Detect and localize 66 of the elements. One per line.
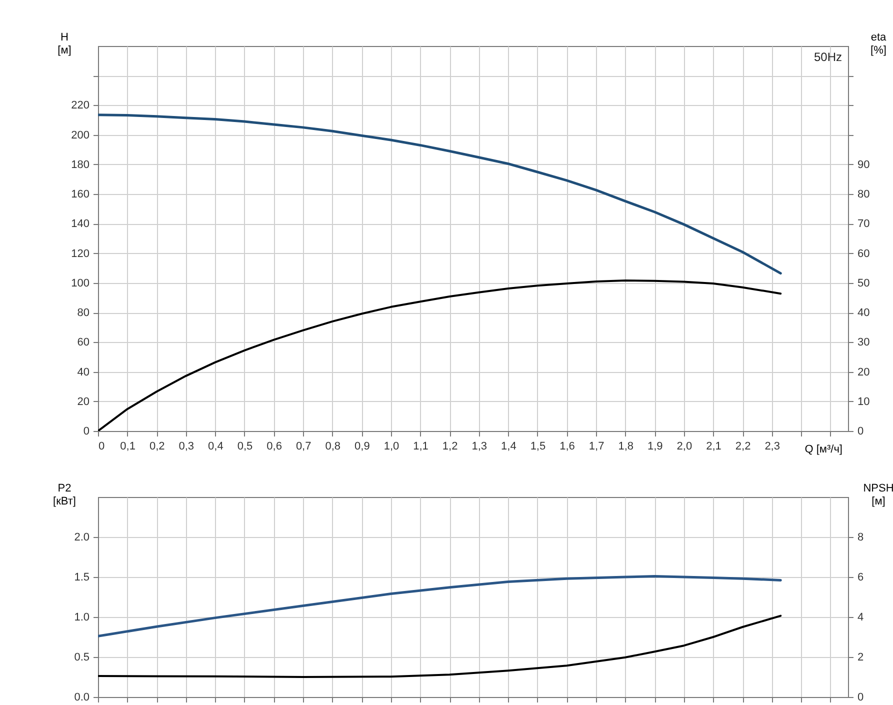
x-tick-label: 1,7 (588, 440, 604, 452)
x-tick-label: 1,1 (413, 440, 428, 452)
x-tick-label: 0,8 (325, 440, 341, 452)
y2-tick-label: 90 (858, 158, 870, 171)
x-tick-label: 0,4 (208, 440, 224, 452)
y-tick-label: 0.0 (74, 692, 90, 704)
y-tick-label: 0 (83, 426, 90, 438)
x-tick-label: 1,6 (560, 440, 575, 452)
y-tick-label: 220 (71, 100, 90, 112)
y2-axis-title: NPSH [м] (863, 482, 893, 508)
y2-tick-label: 70 (858, 218, 870, 230)
annotation: 50Hz (814, 50, 842, 64)
y-tick-label: 80 (77, 307, 90, 320)
y-tick-label: 140 (71, 218, 90, 230)
x-tick-label: 2,3 (764, 440, 780, 452)
x-tick-label: 0,6 (266, 440, 282, 452)
x-tick-label: 0,5 (237, 440, 253, 452)
y2-tick-label: 50 (858, 277, 870, 290)
y2-tick-label: 10 (858, 396, 870, 408)
x-tick-label: 2,2 (735, 440, 751, 452)
x-tick-label: 2,0 (676, 440, 692, 452)
line-series (98, 614, 782, 678)
y-tick-label: 160 (71, 188, 90, 201)
line-series (98, 574, 782, 638)
y-tick-label: 0.5 (74, 652, 90, 664)
x-tick-label: 1,0 (384, 440, 400, 452)
y2-tick-label: 8 (858, 532, 864, 544)
y2-tick-label: 2 (858, 652, 864, 664)
x-tick-label: 0,9 (354, 440, 370, 452)
x-tick-label: 2,1 (706, 440, 722, 452)
y2-tick-label: 60 (858, 248, 870, 260)
y-axis-title: P2 [кВт] (53, 482, 76, 508)
y2-tick-label: 0 (858, 426, 864, 438)
x-tick-label: 0,1 (120, 440, 136, 452)
y2-tick-label: 40 (858, 307, 870, 320)
x-tick-label: 1,4 (501, 440, 516, 452)
x-tick-label: 0,7 (296, 440, 312, 452)
y-tick-label: 20 (77, 396, 90, 408)
y-tick-label: 180 (71, 158, 90, 171)
y-tick-label: 120 (71, 248, 90, 260)
y2-tick-label: 4 (858, 612, 864, 624)
y2-tick-label: 0 (858, 692, 864, 704)
y2-tick-label: 80 (858, 188, 870, 201)
x-tick-label: 1,8 (618, 440, 634, 452)
x-tick-label: 0 (98, 440, 105, 452)
x-tick-label: 1,9 (647, 440, 663, 452)
y-tick-label: 200 (71, 129, 90, 142)
x-tick-label: 1,2 (442, 440, 458, 452)
x-tick-label: 1,3 (472, 440, 488, 452)
y-tick-label: 40 (77, 366, 90, 378)
x-axis-title: Q [м³/ч] (804, 444, 842, 456)
x-tick-label: 0,2 (149, 440, 165, 452)
y2-axis-title: eta [%] (870, 32, 888, 56)
y2-tick-label: 20 (858, 366, 870, 378)
x-tick-label: 0,3 (178, 440, 194, 452)
y2-tick-label: 6 (858, 572, 864, 584)
x-tick-label: 1,5 (530, 440, 546, 452)
y-tick-label: 1.5 (74, 572, 90, 584)
y-axis-title: H [м] (58, 32, 72, 56)
y-tick-label: 60 (77, 336, 90, 349)
y-tick-label: 2.0 (74, 532, 90, 544)
y-tick-label: 1.0 (74, 612, 90, 624)
y-tick-label: 100 (71, 277, 90, 290)
line-series (98, 280, 782, 431)
y2-tick-label: 30 (858, 336, 870, 349)
line-series (98, 114, 782, 275)
